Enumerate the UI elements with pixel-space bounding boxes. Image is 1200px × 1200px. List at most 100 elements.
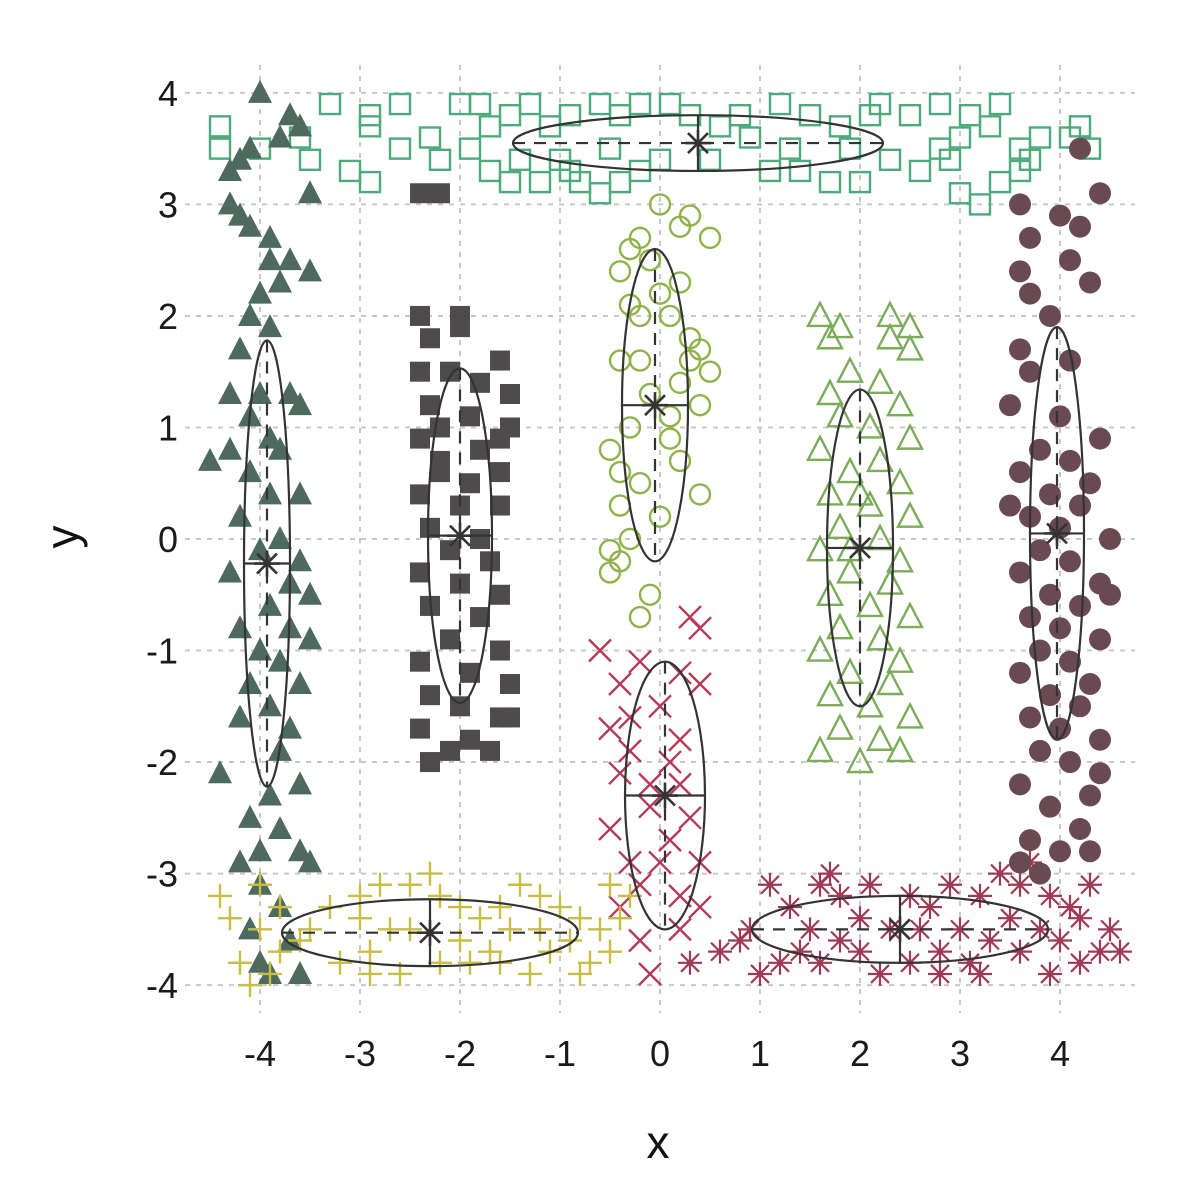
data-point (288, 392, 312, 416)
data-point (558, 928, 582, 953)
data-point (248, 917, 272, 942)
data-point (1008, 872, 1032, 897)
data-point (238, 670, 262, 694)
data-point (856, 690, 884, 718)
data-point (368, 872, 392, 897)
data-point (500, 673, 520, 694)
data-point (498, 170, 522, 194)
data-point (470, 439, 490, 460)
data-point (1069, 594, 1091, 617)
data-point (238, 916, 262, 940)
data-point (490, 350, 510, 371)
data-point (1019, 606, 1041, 629)
data-point (1029, 539, 1051, 562)
y-tick-label: -3 (146, 854, 178, 895)
data-point (228, 704, 252, 728)
data-point (568, 906, 592, 931)
data-point (1049, 204, 1071, 227)
data-point (1049, 617, 1071, 640)
data-point (738, 917, 762, 942)
centroid-marker (642, 392, 668, 419)
data-point (298, 258, 322, 282)
data-point (628, 472, 652, 495)
data-point (288, 481, 312, 505)
data-point (648, 850, 672, 875)
data-point (398, 872, 422, 897)
data-point (468, 906, 492, 931)
data-point (836, 556, 864, 584)
data-point (908, 159, 932, 183)
data-point (440, 540, 460, 561)
data-point (668, 449, 692, 473)
data-point (948, 126, 972, 149)
data-point (938, 872, 962, 897)
data-point (628, 649, 652, 674)
centroid-marker (685, 130, 711, 157)
data-point (248, 637, 272, 661)
data-point (608, 906, 632, 931)
data-point (999, 394, 1021, 417)
data-point (490, 640, 510, 661)
data-point (228, 503, 252, 527)
data-point (828, 883, 852, 908)
data-point (298, 626, 322, 650)
data-point (1069, 137, 1091, 160)
y-tick-label: 2 (158, 296, 178, 337)
data-point (420, 752, 440, 773)
data-point (886, 646, 914, 673)
data-point (1068, 115, 1092, 138)
data-point (886, 545, 914, 573)
data-point (668, 772, 692, 797)
data-point (258, 224, 282, 248)
data-point (876, 668, 904, 696)
data-point (238, 213, 262, 237)
data-point (238, 459, 262, 483)
data-point (808, 950, 832, 975)
data-point (1028, 917, 1052, 942)
data-point (668, 917, 692, 942)
confidence-ellipse (1028, 325, 1086, 741)
data-point (648, 694, 672, 719)
data-point (688, 483, 712, 506)
data-point (608, 170, 632, 194)
data-point (318, 92, 342, 116)
data-point (480, 551, 500, 572)
data-point (268, 526, 292, 549)
confidence-ellipse (750, 894, 1050, 964)
data-point (440, 629, 460, 650)
data-point (1078, 872, 1102, 897)
data-point (598, 438, 622, 461)
data-point (598, 939, 622, 964)
data-point (658, 750, 682, 774)
data-point (798, 917, 822, 942)
data-point (268, 648, 292, 672)
data-point (886, 389, 914, 417)
centroid-marker (652, 782, 678, 809)
data-point (198, 447, 222, 471)
data-point (430, 183, 450, 204)
x-tick-label: -2 (444, 1033, 476, 1074)
data-point (896, 333, 924, 361)
data-point (838, 137, 862, 160)
data-point (410, 484, 430, 505)
data-point (628, 92, 652, 116)
data-point (420, 517, 440, 538)
data-point (1099, 583, 1121, 606)
data-point (1089, 182, 1111, 205)
confidence-ellipses (242, 114, 1086, 968)
data-point (1029, 438, 1051, 461)
data-point (618, 705, 642, 730)
data-point (816, 579, 844, 606)
data-point (418, 861, 442, 886)
y-tick-label: -2 (146, 742, 178, 783)
data-point (818, 861, 842, 886)
data-point (288, 670, 312, 694)
data-point (628, 304, 652, 328)
data-point (328, 950, 352, 975)
confidence-ellipse (825, 388, 895, 708)
data-point (826, 612, 854, 640)
data-point (968, 193, 992, 216)
data-point (1009, 260, 1031, 283)
data-point (668, 371, 692, 395)
